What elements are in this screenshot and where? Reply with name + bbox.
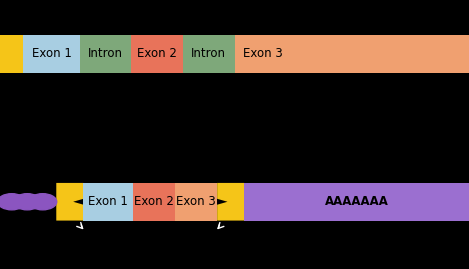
- Text: Intron: Intron: [191, 47, 226, 60]
- Text: Exon 1: Exon 1: [88, 195, 128, 208]
- Bar: [23, 35, 80, 73]
- Circle shape: [0, 194, 26, 210]
- Bar: [175, 183, 217, 221]
- Polygon shape: [56, 183, 83, 221]
- Polygon shape: [217, 183, 244, 221]
- Text: Intron: Intron: [88, 47, 123, 60]
- Text: Exon 2: Exon 2: [134, 195, 174, 208]
- Bar: [183, 35, 234, 73]
- Text: Exon 3: Exon 3: [243, 47, 282, 60]
- Bar: [234, 35, 291, 73]
- Circle shape: [13, 194, 41, 210]
- Bar: [80, 35, 131, 73]
- Bar: [244, 183, 469, 221]
- Bar: [0, 35, 23, 73]
- Bar: [291, 35, 469, 73]
- Bar: [83, 183, 133, 221]
- Text: AAAAAAA: AAAAAAA: [325, 195, 389, 208]
- Text: Exon 2: Exon 2: [137, 47, 177, 60]
- Bar: [133, 183, 175, 221]
- Bar: [131, 35, 183, 73]
- Circle shape: [29, 194, 57, 210]
- Text: Exon 3: Exon 3: [176, 195, 216, 208]
- Text: Exon 1: Exon 1: [31, 47, 72, 60]
